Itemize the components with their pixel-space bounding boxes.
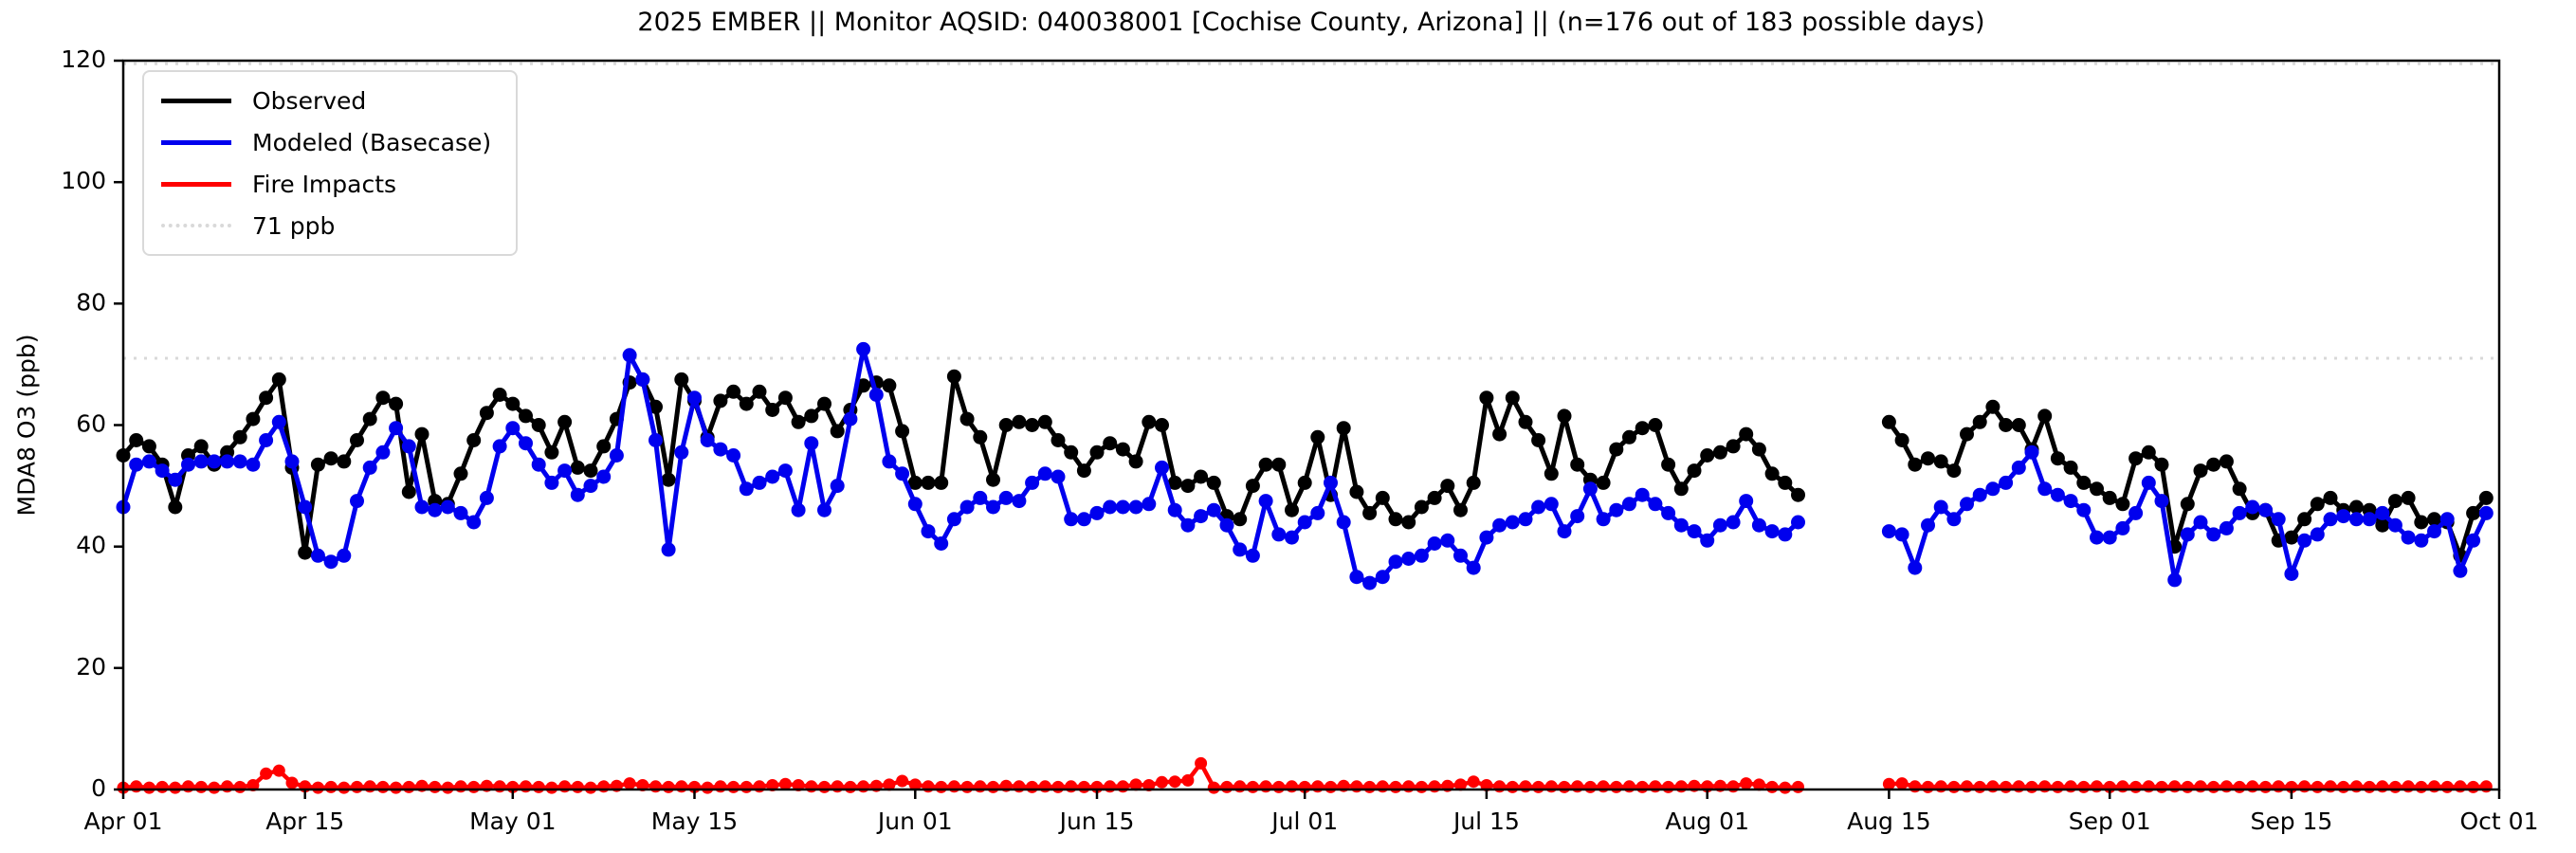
svg-text:Apr 15: Apr 15 [265, 808, 344, 835]
svg-text:Jun 15: Jun 15 [1058, 808, 1135, 835]
svg-text:May 01: May 01 [469, 808, 556, 835]
legend-item-modeled: Modeled (Basecase) [161, 123, 491, 161]
legend-label: Observed [252, 86, 367, 115]
legend-item-observed: Observed [161, 82, 491, 119]
svg-text:Aug 15: Aug 15 [1847, 808, 1931, 835]
threshold-line-swatch [161, 224, 231, 227]
legend-item-threshold: 71 ppb [161, 207, 491, 245]
svg-text:Sep 01: Sep 01 [2069, 808, 2151, 835]
svg-text:Aug 01: Aug 01 [1665, 808, 1749, 835]
svg-text:100: 100 [61, 167, 106, 194]
svg-text:20: 20 [76, 653, 106, 681]
svg-text:60: 60 [76, 410, 106, 438]
legend-label: 71 ppb [252, 211, 336, 240]
svg-text:Jul 15: Jul 15 [1452, 808, 1520, 835]
svg-text:80: 80 [76, 288, 106, 316]
legend-item-fire: Fire Impacts [161, 165, 491, 203]
svg-text:120: 120 [61, 45, 106, 73]
modeled-line-swatch [161, 139, 231, 145]
observed-line-swatch [161, 98, 231, 103]
legend-label: Fire Impacts [252, 170, 397, 198]
y-axis-label: MDA8 O3 (ppb) [12, 334, 41, 517]
svg-text:40: 40 [76, 532, 106, 559]
legend: Observed Modeled (Basecase) Fire Impacts… [142, 70, 519, 256]
legend-label: Modeled (Basecase) [252, 128, 492, 156]
svg-text:Apr 01: Apr 01 [83, 808, 162, 835]
svg-text:Jul 01: Jul 01 [1270, 808, 1338, 835]
chart-title: 2025 EMBER || Monitor AQSID: 040038001 [… [637, 8, 1985, 37]
svg-text:May 15: May 15 [651, 808, 738, 835]
svg-text:Jun 01: Jun 01 [876, 808, 953, 835]
svg-text:0: 0 [91, 774, 106, 802]
fire-line-swatch [161, 181, 231, 187]
svg-text:Oct 01: Oct 01 [2460, 808, 2539, 835]
svg-text:Sep 15: Sep 15 [2250, 808, 2332, 835]
